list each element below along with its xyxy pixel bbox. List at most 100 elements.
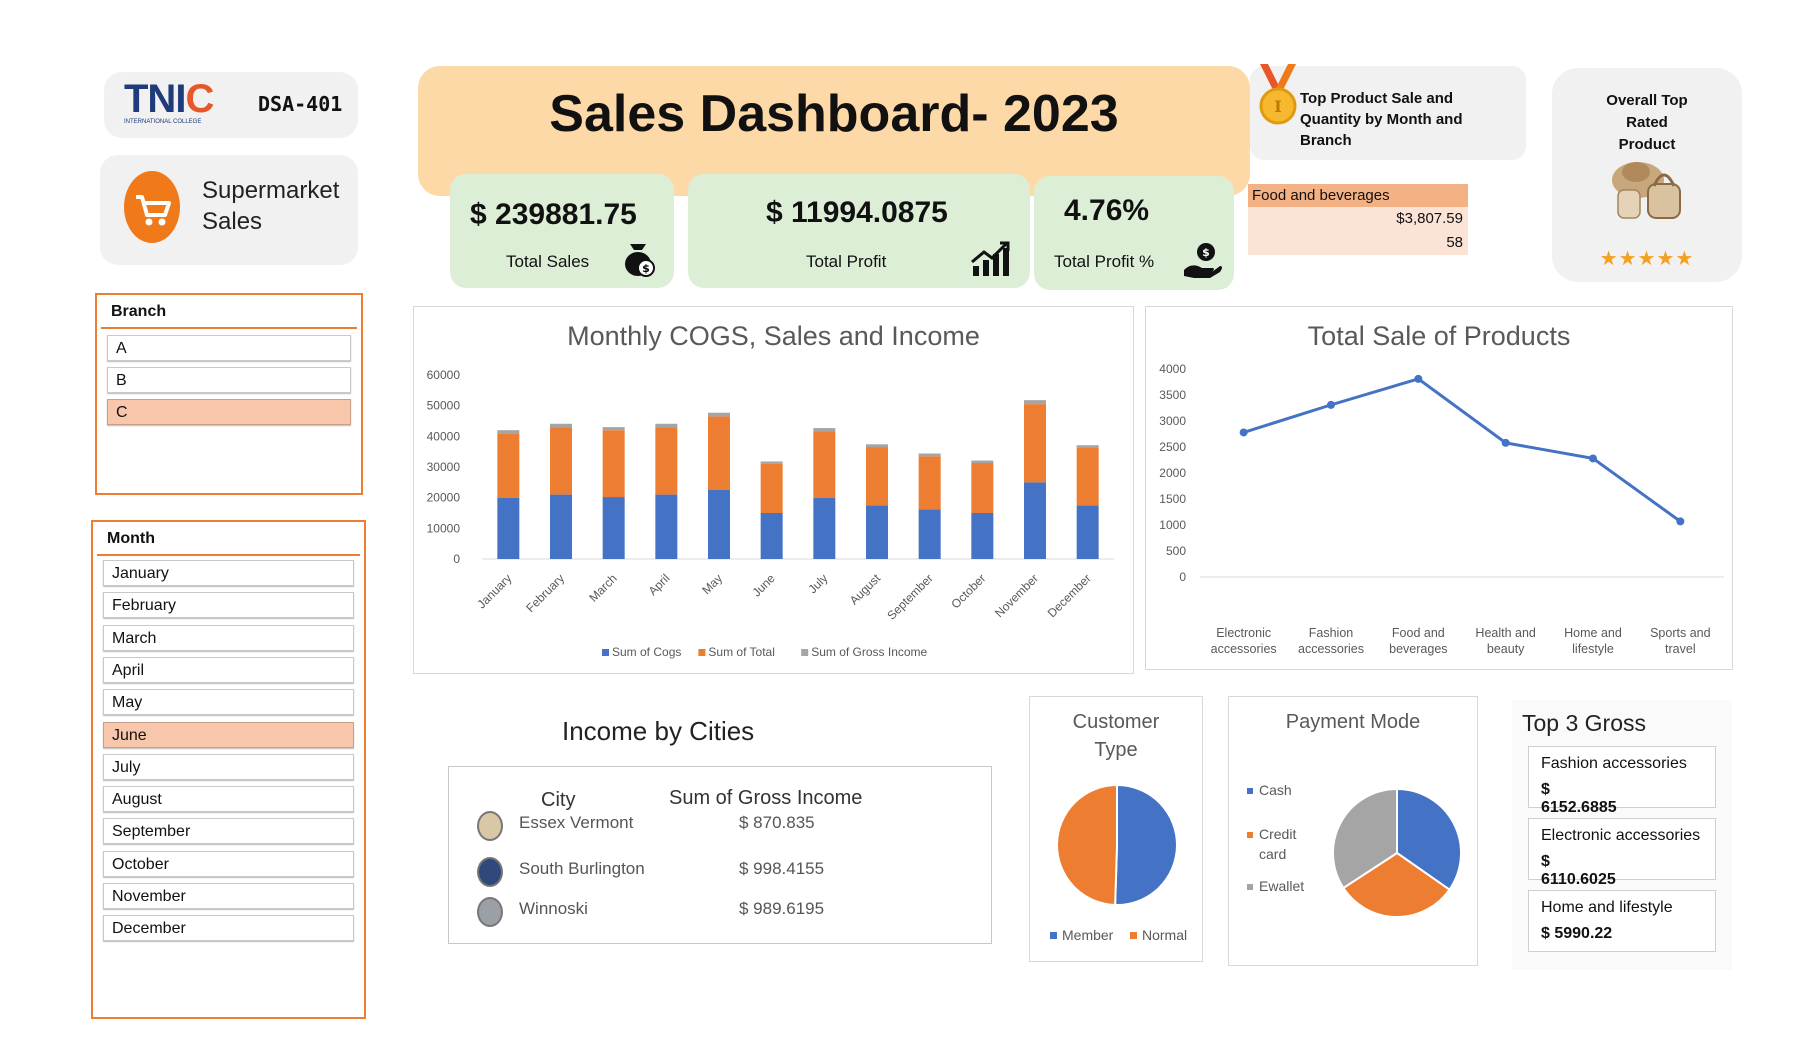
x-tick-label: January: [474, 571, 514, 611]
month-slicer-item[interactable]: November: [103, 883, 354, 909]
x-tick-label: Home and: [1564, 626, 1622, 640]
y-tick-label: 30000: [427, 460, 461, 474]
legend-label: Credit: [1259, 826, 1296, 842]
branch-slicer-item[interactable]: B: [107, 367, 351, 393]
legend-label: Normal: [1142, 927, 1187, 943]
branch-slicer-item[interactable]: A: [107, 335, 351, 361]
x-tick-label: lifestyle: [1572, 642, 1614, 656]
bar-segment: [497, 430, 520, 434]
col-header-income: Sum of Gross Income: [669, 787, 863, 809]
month-slicer-item[interactable]: October: [103, 850, 354, 877]
legend-swatch: [801, 649, 809, 656]
customer-type-panel: Customer Type Member Normal: [1029, 696, 1203, 962]
top3-item-name: Electronic accessories: [1541, 827, 1701, 844]
x-tick-label: July: [805, 571, 830, 596]
month-slicer-item[interactable]: March: [103, 624, 354, 651]
legend-label: Ewallet: [1259, 878, 1304, 894]
series-line: [1243, 377, 1682, 523]
city-income: $ 989.6195: [739, 899, 825, 918]
top-product-title-3: Branch: [1300, 132, 1352, 149]
cart-icon: [124, 171, 180, 243]
bar-segment: [1076, 445, 1099, 448]
chart-title-line1: Customer: [1072, 711, 1160, 733]
month-slicer: Month January February March April May June Ju…: [91, 520, 366, 1019]
growth-chart-icon: [970, 240, 1012, 283]
pie-slice: [1114, 783, 1179, 906]
page-title: Sales Dashboard- 2023: [549, 85, 1119, 143]
bar-segment: [550, 423, 572, 428]
x-tick-label: May: [699, 571, 725, 597]
course-code: DSA-401: [258, 92, 343, 116]
bar-segment: [918, 509, 941, 559]
month-slicer-item[interactable]: September: [103, 818, 354, 845]
bar-segment: [602, 427, 625, 431]
bar-segment: [813, 428, 836, 432]
x-tick-label: September: [884, 571, 935, 622]
bar-segment: [655, 427, 678, 495]
monthly-chart-panel: Monthly COGS, Sales and Income 0 10000 200…: [413, 306, 1134, 674]
bar-segment: [708, 490, 730, 559]
month-slicer-item[interactable]: August: [103, 786, 354, 813]
y-tick-label: 4000: [1159, 362, 1186, 376]
y-tick-label: 1000: [1159, 518, 1186, 532]
data-point: [1414, 374, 1423, 383]
legend-label: Member: [1062, 927, 1114, 943]
money-bag-icon: $: [620, 238, 656, 283]
svg-text:$: $: [1202, 246, 1210, 259]
kpi-total-profit: $ 11994.0875 Total Profit: [688, 174, 1030, 288]
bar-segment: [1076, 505, 1099, 559]
bar-segment: [655, 423, 678, 428]
top-rated-line3: Product: [1618, 136, 1676, 153]
top-product-title-1: Top Product Sale and: [1300, 90, 1454, 107]
bar-segment: [497, 497, 520, 559]
top3-item-card: Fashion accessories $6152.6885: [1528, 746, 1716, 816]
month-slicer-item[interactable]: July: [103, 753, 354, 780]
branch-slicer-item[interactable]: C: [107, 399, 351, 425]
kpi-value: $ 239881.75: [470, 198, 637, 231]
month-slicer-item[interactable]: May: [103, 689, 354, 716]
bar-segment: [1024, 482, 1046, 559]
product-line-chart: 0 500 1000 1500 2000 2500 3000 3500 4000 Electron…: [1159, 362, 1724, 656]
top3-item-symbol: $: [1541, 853, 1550, 870]
y-tick-label: 500: [1166, 544, 1186, 558]
income-cities-table: City Sum of Gross Income Essex Vermont $ …: [448, 766, 992, 944]
bar-segment: [1024, 400, 1046, 405]
bar-segment: [760, 463, 783, 513]
top-rated-line2: Rated: [1626, 114, 1668, 131]
app-title-line1: Supermarket: [202, 177, 340, 204]
monthly-bar-chart: 0 10000 20000 30000 40000 50000 60000 January Fe…: [427, 368, 1114, 659]
month-slicer-item[interactable]: June: [103, 721, 354, 748]
y-tick-label: 1500: [1159, 492, 1186, 506]
x-tick-label: April: [646, 571, 673, 598]
month-slicer-title: Month: [97, 522, 360, 556]
chart-title: Monthly COGS, Sales and Income: [567, 321, 980, 351]
legend-swatch: [1130, 932, 1137, 939]
month-slicer-item[interactable]: December: [103, 915, 354, 942]
city-name: Winnoski: [519, 899, 588, 918]
y-tick-label: 60000: [427, 368, 461, 382]
bar-segment: [813, 497, 836, 559]
pie-slice: [1332, 787, 1398, 890]
legend-swatch: [1247, 884, 1253, 890]
x-tick-label: October: [948, 571, 988, 611]
y-tick-label: 50000: [427, 399, 461, 413]
payment-mode-panel: Payment Mode Cash Credit card Ewallet: [1228, 696, 1478, 966]
data-point: [1327, 400, 1335, 409]
bar-segment: [866, 505, 888, 559]
bar-segment: [866, 444, 888, 448]
month-slicer-item[interactable]: February: [103, 592, 354, 619]
bar-segment: [497, 433, 520, 498]
top3-item-name: Home and lifestyle: [1541, 899, 1673, 916]
top-product-name: Food and beverages: [1248, 184, 1468, 207]
hat-bag-product-image: [1608, 150, 1690, 231]
legend-swatch: [1247, 832, 1253, 838]
month-slicer-item[interactable]: April: [103, 656, 354, 683]
top3-item-name: Fashion accessories: [1541, 755, 1687, 772]
x-tick-label: February: [523, 571, 567, 615]
hand-coin-icon: $: [1182, 240, 1222, 285]
pie-slice: [1342, 851, 1451, 918]
month-slicer-item[interactable]: January: [103, 560, 354, 586]
bar-segment: [550, 427, 572, 495]
bar-segment: [655, 494, 678, 559]
